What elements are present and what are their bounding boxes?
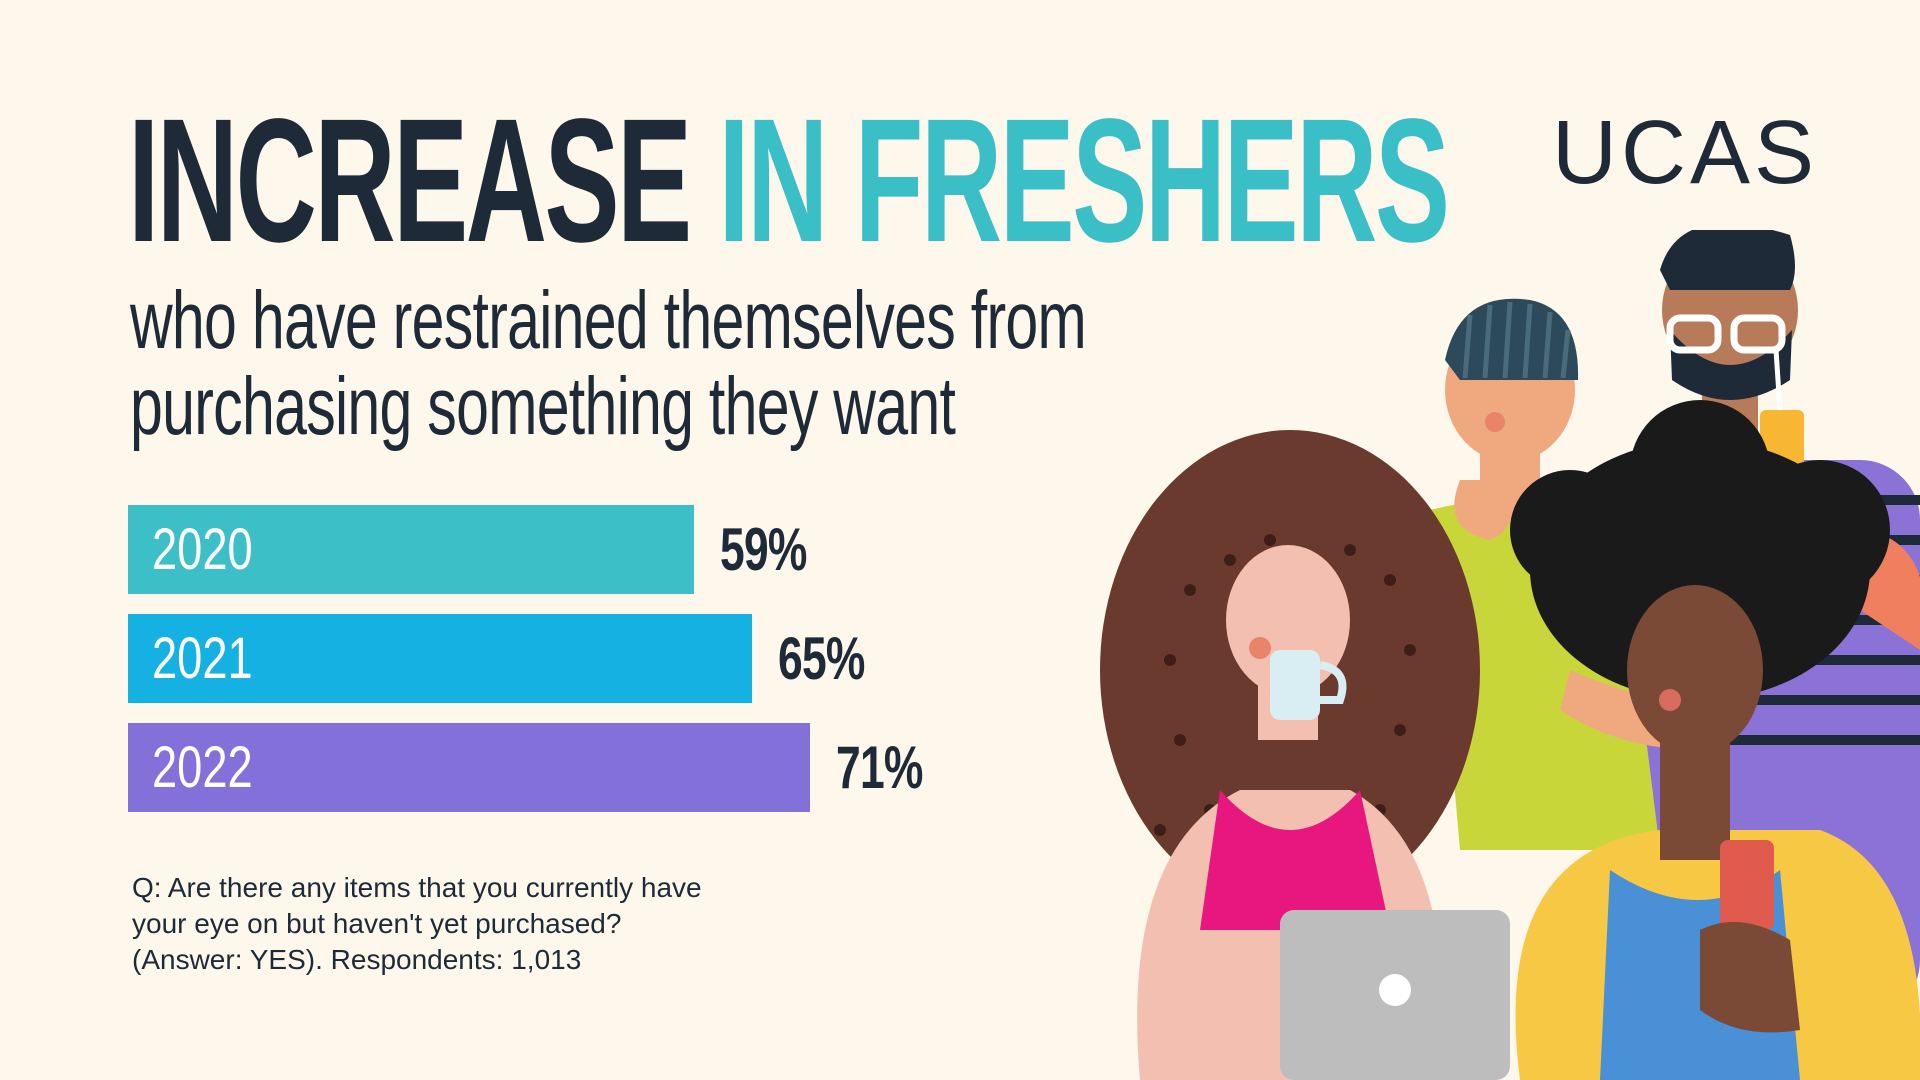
survey-note-line-1: Q: Are there any items that you currentl…: [132, 872, 702, 903]
subtitle-line-2: purchasing something they want: [130, 361, 956, 452]
headline-part1: INCREASE: [128, 83, 692, 279]
survey-note-line-3: (Answer: YES). Respondents: 1,013: [132, 944, 582, 975]
person-curly-hair: [1100, 430, 1510, 1080]
subtitle-line-1: who have restrained themselves from: [130, 275, 1087, 366]
bar-2020: 2020: [128, 505, 695, 594]
survey-note: Q: Are there any items that you currentl…: [132, 870, 792, 978]
bar-2021: 2021: [128, 614, 752, 703]
bar-2022: 2022: [128, 723, 810, 812]
ucas-logo: UCAS: [1552, 103, 1819, 203]
person-afro: [1510, 400, 1920, 1080]
bar-value-2022: 71%: [835, 734, 923, 801]
bar-label-2020: 2020: [152, 517, 253, 582]
survey-note-line-2: your eye on but haven't yet purchased?: [132, 908, 622, 939]
bar-value-2020: 59%: [720, 516, 808, 583]
subtitle: who have restrained themselves from purc…: [130, 275, 1087, 452]
headline-part2: IN FRESHERS: [718, 83, 1450, 279]
bar-label-2021: 2021: [152, 626, 253, 691]
bar-label-2022: 2022: [152, 735, 253, 800]
students-illustration: [1100, 230, 1920, 1080]
bar-value-2021: 65%: [778, 625, 865, 692]
headline: INCREASE IN FRESHERS: [128, 93, 1450, 269]
